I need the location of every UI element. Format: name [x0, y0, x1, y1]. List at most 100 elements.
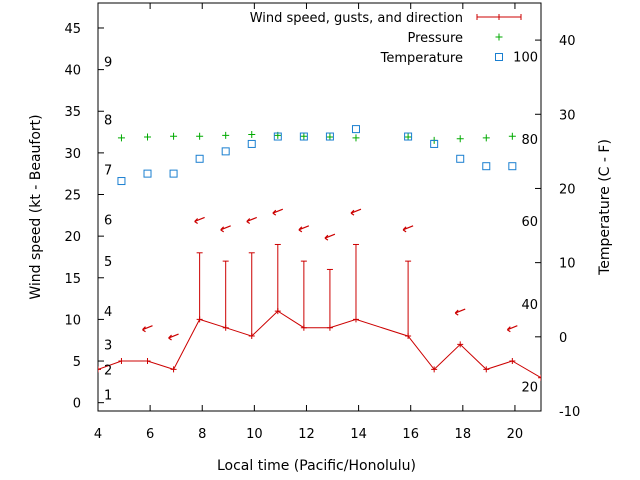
legend-wind-marker	[496, 14, 502, 20]
temperature-point	[456, 154, 465, 163]
wind-direction-arrow	[142, 325, 153, 333]
pressure-point	[144, 133, 152, 141]
y-right-axis-label: Temperature (C - F)	[597, 139, 613, 276]
x-tick-label: 12	[298, 427, 315, 442]
pressure-point	[352, 134, 360, 142]
fahrenheit-label: 100	[513, 50, 538, 65]
legend-temperature-marker	[495, 53, 503, 61]
y-right-tick-label: 10	[559, 257, 576, 272]
beaufort-label: 3	[104, 338, 112, 353]
labels-layer: 4 6 8 10 12 14 16 18 20051015202530354045-100102…	[28, 22, 613, 474]
beaufort-label: 8	[104, 114, 112, 129]
wind-speed-point	[483, 366, 490, 373]
y-left-tick-label: 5	[73, 355, 81, 370]
temperature-point	[325, 132, 334, 141]
pressure-point	[404, 133, 412, 141]
beaufort-label: 6	[104, 213, 112, 228]
fahrenheit-label: 60	[521, 215, 538, 230]
pressure-point	[482, 134, 490, 142]
temperature-point	[247, 139, 256, 148]
temperature-point	[143, 169, 152, 178]
wind-direction-arrow	[454, 308, 466, 316]
temperature-point	[351, 125, 360, 134]
wind-direction-arrow	[324, 233, 336, 241]
wind-direction-arrow	[220, 225, 231, 233]
wind-direction-arrow	[272, 208, 284, 216]
temperature-point	[299, 132, 308, 141]
x-tick-label: 4	[94, 427, 102, 442]
pressure-point	[248, 131, 256, 139]
wind-speed-point	[538, 374, 541, 381]
y-right-tick-label: 0	[559, 331, 567, 346]
y-left-tick-label: 20	[64, 230, 81, 245]
wind-direction-arrow	[402, 225, 414, 233]
pressure-point	[117, 134, 125, 142]
temperature-point	[221, 147, 230, 156]
wind-direction-arrow	[168, 333, 179, 341]
wind-speed-series	[98, 243, 541, 381]
x-tick-label: 8	[198, 427, 206, 442]
x-tick-label: 18	[455, 427, 472, 442]
legend: Wind speed, gusts, and direction Pressure…	[250, 11, 522, 66]
temperature-point	[117, 177, 126, 186]
temperature-point	[169, 169, 178, 178]
x-tick-label: 14	[350, 427, 367, 442]
x-tick-label: 10	[246, 427, 263, 442]
temperature-point	[430, 139, 439, 148]
fahrenheit-label: 20	[521, 381, 538, 396]
y-left-tick-label: 30	[64, 147, 81, 162]
pressure-point	[326, 133, 334, 141]
pressure-point	[196, 132, 204, 140]
wind-speed-point	[170, 366, 177, 373]
y-left-tick-label: 25	[64, 189, 81, 204]
pressure-point	[456, 135, 464, 143]
wind-direction-arrow	[246, 216, 257, 224]
temperature-point	[404, 132, 413, 141]
x-tick-label: 6	[146, 427, 154, 442]
fahrenheit-label: 80	[521, 133, 538, 148]
beaufort-label: 4	[104, 305, 112, 320]
x-tick-label: 20	[507, 427, 524, 442]
pressure-point	[222, 131, 230, 139]
beaufort-label: 1	[104, 388, 112, 403]
pressure-point	[170, 132, 178, 140]
beaufort-label: 5	[104, 255, 112, 270]
wind-speed-point	[457, 341, 464, 348]
y-right-tick-label: 40	[559, 34, 576, 49]
wind-speed-point	[431, 366, 438, 373]
y-left-tick-label: 35	[64, 105, 81, 120]
wind-direction-arrow	[298, 225, 310, 233]
wind-speed-point	[98, 366, 101, 373]
legend-pressure-marker	[495, 33, 503, 41]
legend-label: Wind speed, gusts, and direction	[250, 11, 463, 26]
y-right-tick-label: -10	[559, 405, 580, 420]
plot-frame	[97, 2, 542, 412]
legend-label: Temperature	[380, 51, 463, 66]
x-tick-label: 16	[402, 427, 419, 442]
pressure-point	[300, 132, 308, 140]
wind-direction-arrow	[194, 216, 205, 224]
y-left-tick-label: 45	[64, 22, 81, 37]
y-left-tick-label: 40	[64, 64, 81, 79]
wind-speed-point	[509, 358, 516, 365]
y-left-tick-label: 15	[64, 272, 81, 287]
temperature-point	[482, 162, 491, 171]
plot-area	[97, 2, 542, 412]
y-left-tick-label: 0	[73, 397, 81, 412]
y-left-axis-label: Wind speed (kt - Beaufort)	[28, 114, 44, 299]
y-right-tick-label: 20	[559, 182, 576, 197]
wind-direction-arrow	[350, 208, 362, 216]
beaufort-label: 9	[104, 55, 112, 70]
legend-label: Pressure	[407, 31, 463, 46]
pressure-point	[508, 132, 516, 140]
temperature-point	[195, 154, 204, 163]
y-left-tick-label: 10	[64, 313, 81, 328]
wind-direction-arrow	[506, 325, 518, 333]
wind-speed-point	[144, 358, 151, 365]
series-layer	[98, 125, 541, 381]
x-axis-label: Local time (Pacific/Honolulu)	[217, 458, 416, 474]
temperature-point	[508, 162, 517, 171]
temperature-point	[273, 132, 282, 141]
wind-speed-point	[118, 358, 125, 365]
